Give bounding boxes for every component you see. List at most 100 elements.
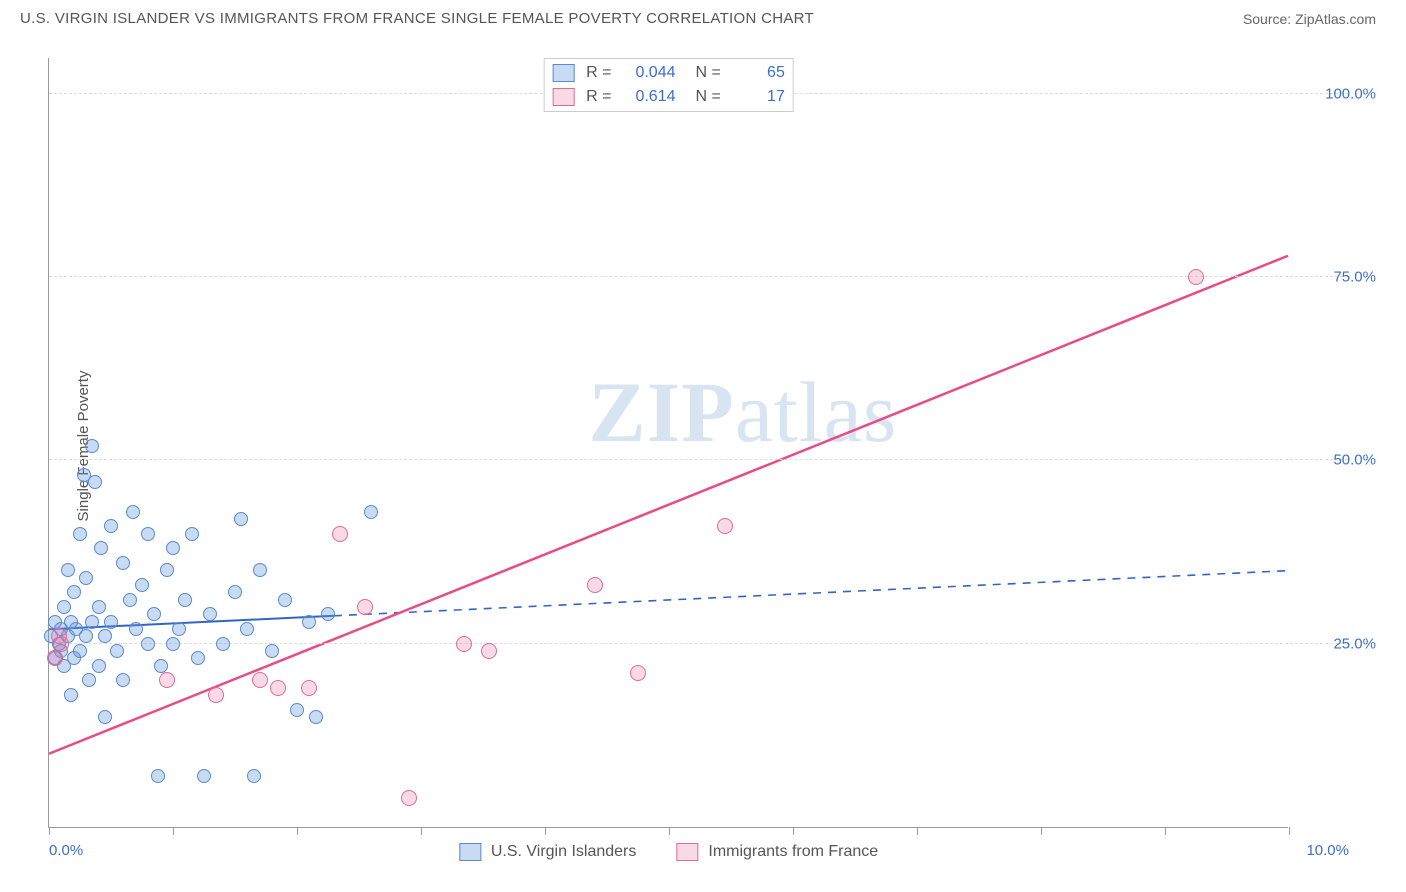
legend-item: Immigrants from France <box>676 843 878 861</box>
scatter-point <box>141 527 155 541</box>
scatter-point <box>332 526 348 542</box>
scatter-point <box>270 680 286 696</box>
scatter-point <box>94 541 108 555</box>
legend-label: U.S. Virgin Islanders <box>491 843 637 861</box>
n-label: N = <box>696 61 721 85</box>
y-tick-label: 75.0% <box>1333 269 1376 286</box>
x-tick <box>49 827 50 835</box>
gridline <box>49 643 1348 644</box>
scatter-point <box>364 505 378 519</box>
chart-title: U.S. VIRGIN ISLANDER VS IMMIGRANTS FROM … <box>20 10 814 27</box>
legend-item: U.S. Virgin Islanders <box>459 843 637 861</box>
scatter-point <box>61 563 75 577</box>
scatter-point <box>79 571 93 585</box>
scatter-point <box>481 643 497 659</box>
scatter-point <box>357 599 373 615</box>
scatter-point <box>185 527 199 541</box>
watermark: ZIPatlas <box>588 362 897 462</box>
scatter-point <box>129 622 143 636</box>
scatter-point <box>247 769 261 783</box>
scatter-point <box>587 577 603 593</box>
scatter-point <box>110 644 124 658</box>
scatter-point <box>104 615 118 629</box>
scatter-point <box>178 593 192 607</box>
trend-line-solid <box>49 256 1288 754</box>
x-tick <box>669 827 670 835</box>
legend-swatch <box>552 64 574 82</box>
scatter-point <box>73 527 87 541</box>
scatter-point <box>252 672 268 688</box>
legend-label: Immigrants from France <box>708 843 878 861</box>
scatter-point <box>98 629 112 643</box>
scatter-point <box>278 593 292 607</box>
watermark-bold: ZIP <box>588 364 734 460</box>
x-tick <box>1289 827 1290 835</box>
scatter-point <box>57 600 71 614</box>
legend-swatch <box>676 843 698 861</box>
scatter-point <box>203 607 217 621</box>
scatter-point <box>85 439 99 453</box>
legend-row: R =0.614N =17 <box>552 85 785 109</box>
scatter-point <box>147 607 161 621</box>
scatter-point <box>64 688 78 702</box>
x-tick <box>1165 827 1166 835</box>
x-tick-label: 10.0% <box>1306 842 1349 859</box>
scatter-point <box>265 644 279 658</box>
scatter-point <box>302 615 316 629</box>
y-tick-label: 50.0% <box>1333 452 1376 469</box>
scatter-point <box>73 644 87 658</box>
n-value: 17 <box>733 85 785 109</box>
x-tick <box>917 827 918 835</box>
scatter-point <box>630 665 646 681</box>
scatter-point <box>123 593 137 607</box>
scatter-point <box>208 687 224 703</box>
scatter-point <box>154 659 168 673</box>
scatter-point <box>456 636 472 652</box>
r-value: 0.044 <box>624 61 676 85</box>
scatter-point <box>159 672 175 688</box>
scatter-point <box>160 563 174 577</box>
legend-row: R =0.044N =65 <box>552 61 785 85</box>
scatter-point <box>92 659 106 673</box>
scatter-point <box>166 637 180 651</box>
x-tick <box>421 827 422 835</box>
scatter-point <box>53 636 69 652</box>
gridline <box>49 459 1348 460</box>
scatter-point <box>67 585 81 599</box>
scatter-point <box>88 475 102 489</box>
scatter-point <box>240 622 254 636</box>
correlation-legend: R =0.044N =65R =0.614N =17 <box>543 58 794 112</box>
trend-lines <box>49 58 1288 827</box>
n-label: N = <box>696 85 721 109</box>
trend-line-dashed <box>334 571 1288 616</box>
scatter-point <box>290 703 304 717</box>
source-attribution: Source: ZipAtlas.com <box>1243 11 1376 27</box>
scatter-point <box>141 637 155 651</box>
scatter-point <box>135 578 149 592</box>
scatter-point <box>126 505 140 519</box>
scatter-point <box>228 585 242 599</box>
series-legend: U.S. Virgin Islanders Immigrants from Fra… <box>459 843 878 861</box>
x-tick-label: 0.0% <box>49 842 83 859</box>
source-name: ZipAtlas.com <box>1295 11 1376 27</box>
scatter-point <box>321 607 335 621</box>
scatter-point <box>79 629 93 643</box>
scatter-point <box>82 673 96 687</box>
scatter-point <box>309 710 323 724</box>
scatter-point <box>92 600 106 614</box>
n-value: 65 <box>733 61 785 85</box>
scatter-point <box>191 651 205 665</box>
r-value: 0.614 <box>624 85 676 109</box>
scatter-point <box>197 769 211 783</box>
x-tick <box>173 827 174 835</box>
scatter-point <box>253 563 267 577</box>
scatter-point <box>401 790 417 806</box>
x-tick <box>297 827 298 835</box>
scatter-point <box>1188 269 1204 285</box>
scatter-point <box>47 650 63 666</box>
scatter-point <box>166 541 180 555</box>
x-tick <box>545 827 546 835</box>
scatter-point <box>717 518 733 534</box>
source-prefix: Source: <box>1243 11 1295 27</box>
scatter-point <box>116 556 130 570</box>
